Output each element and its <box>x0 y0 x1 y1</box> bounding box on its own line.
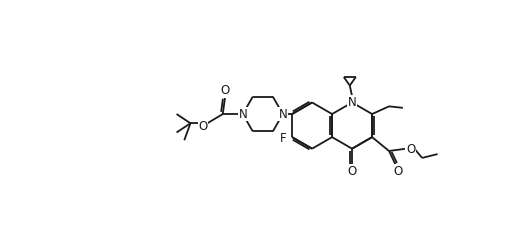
Text: O: O <box>406 143 415 156</box>
Text: O: O <box>198 120 208 133</box>
Text: O: O <box>393 164 402 178</box>
Text: O: O <box>347 164 357 178</box>
Text: N: N <box>238 108 247 120</box>
Text: N: N <box>278 108 287 120</box>
Text: F: F <box>279 132 286 145</box>
Text: N: N <box>348 96 356 109</box>
Text: O: O <box>220 84 230 97</box>
